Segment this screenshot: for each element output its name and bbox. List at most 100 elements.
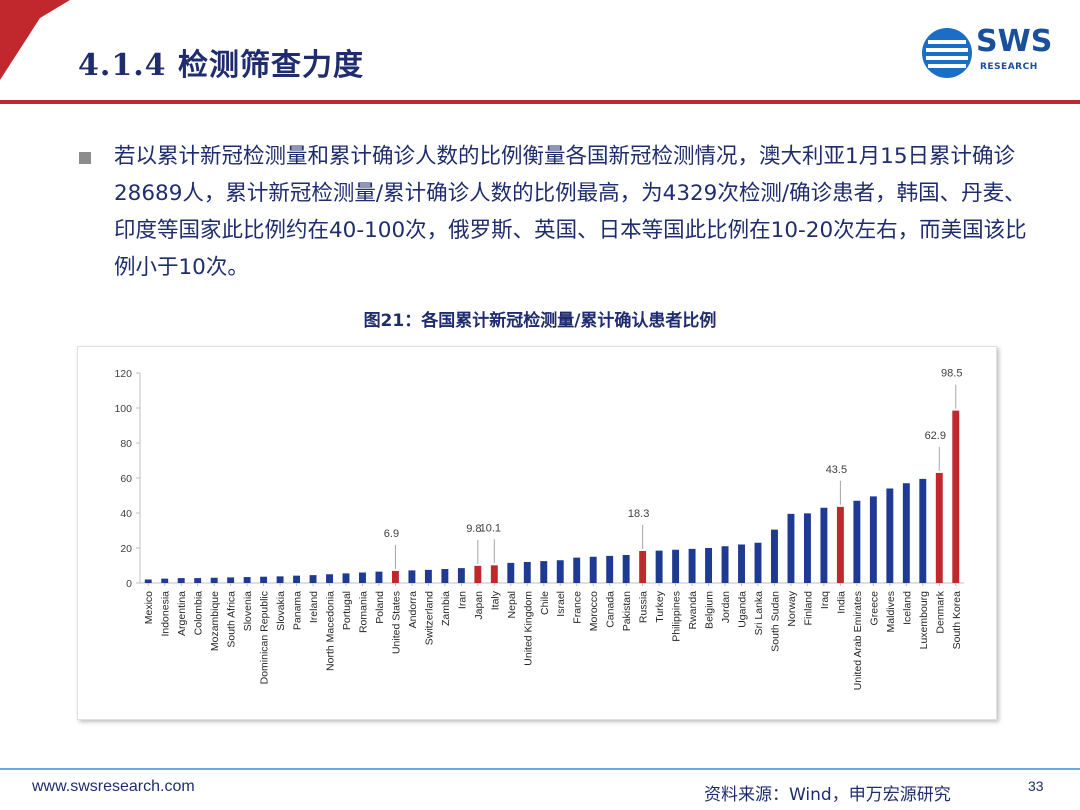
footer-source: 资料来源：Wind，申万宏源研究 (704, 785, 951, 805)
bar (359, 572, 366, 583)
x-tick-label: Japan (473, 591, 485, 620)
bar (507, 562, 515, 583)
x-tick-label: Iceland (901, 591, 913, 625)
x-tick-label: Argentina (176, 591, 188, 636)
sws-logo-icon (922, 28, 972, 78)
y-tick-label: 40 (120, 508, 132, 520)
x-tick-label: Dominican Republic (259, 591, 271, 684)
bar (771, 529, 778, 583)
bar (161, 578, 169, 583)
x-tick-label: Colombia (193, 591, 205, 636)
x-tick-label: Philippines (671, 591, 683, 642)
data-label: 10.1 (480, 522, 501, 534)
logo-text: SWS (976, 24, 1053, 59)
x-tick-label: India (835, 591, 847, 614)
page-title: 4.1.4 检测筛查力度 (78, 48, 364, 83)
x-tick-label: South Korea (951, 591, 963, 650)
x-tick-label: Portugal (341, 591, 353, 630)
data-label: 6.9 (384, 528, 399, 540)
bar (886, 488, 894, 583)
bar (474, 565, 482, 583)
x-tick-label: Israel (555, 591, 567, 617)
y-tick-label: 100 (114, 403, 132, 415)
bar (803, 513, 811, 583)
x-tick-label: Andorra (407, 591, 419, 629)
x-tick-label: Switzerland (423, 591, 435, 645)
x-tick-label: Iran (456, 591, 468, 609)
x-tick-label: South Africa (226, 591, 238, 648)
bar (622, 555, 630, 583)
bar (342, 573, 350, 583)
bar (177, 578, 185, 583)
x-tick-label: Slovakia (275, 591, 287, 631)
bar (738, 544, 745, 583)
x-tick-label: Iraq (819, 591, 831, 609)
header-red-corner (0, 0, 120, 100)
x-tick-label: Mozambique (209, 591, 221, 651)
bar (589, 556, 597, 583)
x-tick-label: United Kingdom (522, 591, 534, 666)
x-tick-label: Uganda (737, 591, 749, 628)
bullet-icon (79, 152, 91, 164)
bar (705, 548, 713, 583)
bar (391, 570, 399, 583)
y-tick-label: 120 (114, 368, 132, 380)
bar-chart: 0 20 40 60 80 100 120 Mexico Indonesia Argentina C… (114, 368, 964, 690)
page-number: 33 (1028, 778, 1044, 794)
bar (144, 579, 152, 583)
bar (457, 568, 465, 583)
footer-url[interactable]: www.swsresearch.com (32, 778, 195, 795)
x-tick-label: Denmark (934, 590, 946, 633)
x-tick-label: United Arab Emirates (852, 591, 864, 690)
bar (375, 571, 383, 583)
bar (869, 496, 877, 583)
x-tick-label: Morocco (588, 591, 600, 631)
header-rule (0, 100, 1080, 104)
bar (919, 478, 927, 583)
bar (688, 548, 696, 583)
x-tick-label: Italy (489, 590, 501, 610)
x-tick-label: Norway (786, 590, 798, 626)
x-tick-label: France (572, 591, 584, 624)
y-tick-label: 80 (120, 438, 132, 450)
x-tick-label: Mexico (143, 591, 155, 624)
bar (227, 577, 235, 583)
bar (194, 578, 202, 583)
bar (836, 506, 844, 583)
x-tick-label: Panama (292, 591, 304, 630)
x-tick-label: Russia (638, 591, 650, 623)
x-tick-label: Nepal (506, 591, 518, 618)
x-tick-label: Greece (868, 591, 880, 626)
bar (721, 546, 729, 583)
x-tick-label: Canada (605, 591, 617, 628)
bar (935, 472, 943, 583)
bar (639, 550, 647, 583)
bar (424, 569, 432, 583)
footer-rule (0, 768, 1080, 770)
bar (672, 549, 680, 583)
bar (820, 507, 828, 583)
x-tick-label: Chile (539, 591, 551, 615)
bar (573, 557, 581, 583)
bar (787, 513, 795, 583)
x-tick-label: Rwanda (687, 591, 699, 630)
bar (408, 570, 416, 583)
bar (853, 500, 861, 583)
bar (326, 574, 333, 583)
x-tick-label: South Sudan (769, 591, 781, 652)
bar (754, 542, 762, 583)
bar (490, 565, 498, 583)
x-tick-label: Finland (802, 591, 814, 626)
x-tick-label: Maldives (885, 591, 897, 632)
logo-subtext: RESEARCH (980, 62, 1038, 72)
y-tick-label: 60 (120, 473, 132, 485)
sws-logo: SWS RESEARCH (920, 22, 1060, 82)
data-label: 98.5 (941, 368, 962, 380)
bar (276, 576, 284, 583)
bar (655, 550, 663, 583)
data-label: 62.9 (925, 430, 946, 442)
x-tick-label: Belgium (704, 591, 716, 629)
data-label: 18.3 (628, 508, 649, 520)
x-tick-label: United States (390, 591, 402, 654)
y-tick-label: 0 (126, 578, 132, 590)
